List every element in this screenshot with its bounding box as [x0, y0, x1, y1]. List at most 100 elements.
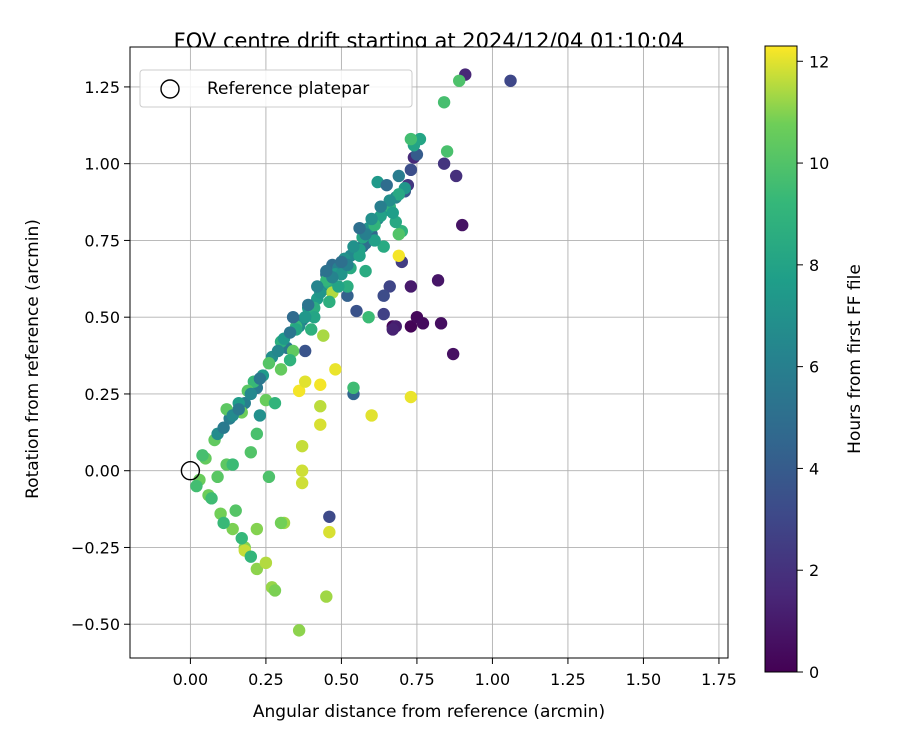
data-point	[301, 298, 315, 312]
x-axis-label: Angular distance from reference (arcmin)	[253, 702, 605, 722]
data-point	[404, 390, 418, 404]
scatter-points	[190, 68, 517, 637]
data-point	[434, 317, 448, 330]
data-point	[377, 289, 390, 302]
data-point	[292, 384, 306, 398]
y-tick-label: −0.50	[71, 615, 120, 634]
x-tick-label: 0.25	[248, 670, 284, 689]
data-point	[232, 403, 245, 416]
data-point	[383, 280, 396, 293]
data-point	[205, 492, 218, 505]
y-axis-label: Rotation from reference (arcmin)	[23, 219, 43, 499]
colorbar-tick-label: 12	[809, 52, 829, 71]
x-tick-label: 0.75	[399, 670, 435, 689]
data-point	[211, 470, 224, 484]
data-point	[314, 400, 327, 413]
data-point	[298, 375, 312, 388]
data-point	[404, 280, 418, 293]
data-point	[341, 289, 354, 302]
data-point	[359, 264, 372, 278]
data-point	[250, 562, 264, 576]
y-axis: −0.50 −0.25 0.00 0.25 0.50 0.75 1.00 1.25	[71, 78, 130, 634]
data-point	[320, 590, 333, 603]
data-point	[190, 479, 203, 493]
y-tick-label: 0.75	[84, 231, 120, 250]
data-point	[386, 323, 399, 336]
data-point	[271, 344, 285, 358]
data-point	[404, 132, 418, 146]
data-point	[323, 510, 336, 523]
data-point	[259, 556, 273, 570]
data-point	[365, 212, 378, 226]
data-point	[314, 378, 327, 391]
data-point	[404, 163, 418, 177]
data-point	[217, 516, 230, 530]
data-point	[341, 280, 354, 293]
data-point	[437, 96, 451, 109]
data-point	[317, 329, 330, 342]
colorbar-tick-label: 0	[809, 663, 819, 682]
data-point	[431, 274, 445, 287]
colorbar-ticks: 0 2 4 6 8 10 12	[797, 52, 829, 682]
y-tick-label: 1.25	[84, 78, 120, 97]
grid	[130, 47, 728, 658]
colorbar-gradient	[764, 45, 798, 673]
data-point	[268, 584, 282, 597]
data-point	[374, 200, 387, 213]
data-point	[305, 323, 318, 336]
data-point	[329, 363, 342, 376]
colorbar-tick-label: 6	[809, 358, 819, 377]
data-point	[244, 387, 258, 401]
data-point	[226, 458, 239, 471]
data-point	[196, 449, 209, 462]
colorbar-label: Hours from first FF file	[845, 264, 865, 454]
data-point	[250, 522, 264, 536]
y-tick-label: 0.00	[84, 462, 120, 481]
legend-marker	[160, 79, 180, 99]
data-point	[392, 228, 405, 241]
data-point	[353, 249, 366, 262]
data-point	[292, 624, 306, 637]
data-point	[274, 363, 288, 376]
data-point	[229, 504, 242, 517]
y-tick-label: 0.50	[84, 308, 120, 327]
data-point	[311, 280, 324, 293]
data-point	[453, 74, 466, 87]
data-point	[335, 255, 348, 269]
data-point	[298, 310, 312, 324]
data-point	[392, 169, 405, 183]
plot-frame	[129, 46, 729, 659]
y-tick-label: −0.25	[71, 538, 120, 557]
data-point	[404, 320, 418, 333]
data-point	[295, 439, 309, 453]
data-point	[446, 347, 460, 361]
data-point	[449, 169, 463, 183]
data-point	[456, 218, 469, 232]
data-point	[250, 427, 264, 441]
data-point	[320, 264, 333, 278]
data-point	[380, 178, 393, 192]
data-point	[350, 304, 363, 318]
x-tick-label: 1.50	[626, 670, 662, 689]
reference-platepar-marker	[180, 461, 201, 481]
data-point	[504, 74, 517, 87]
x-tick-label: 0.50	[324, 670, 360, 689]
x-tick-label: 1.75	[701, 670, 737, 689]
data-point	[332, 280, 345, 293]
data-point	[416, 317, 430, 330]
x-tick-label: 1.25	[550, 670, 586, 689]
y-tick-label: 1.00	[84, 155, 120, 174]
data-point	[295, 476, 309, 490]
data-point	[368, 234, 381, 247]
data-point	[386, 206, 399, 219]
data-point	[244, 446, 258, 459]
colorbar-tick-label: 4	[809, 459, 819, 478]
x-tick-label: 1.00	[475, 670, 511, 689]
colorbar-tick-label: 2	[809, 561, 819, 580]
data-point	[392, 249, 405, 262]
colorbar: 0 2 4 6 8 10 12 Hours from first FF file	[764, 45, 865, 682]
data-point	[274, 516, 288, 530]
data-point	[262, 470, 276, 484]
x-tick-label: 0.00	[173, 670, 209, 689]
